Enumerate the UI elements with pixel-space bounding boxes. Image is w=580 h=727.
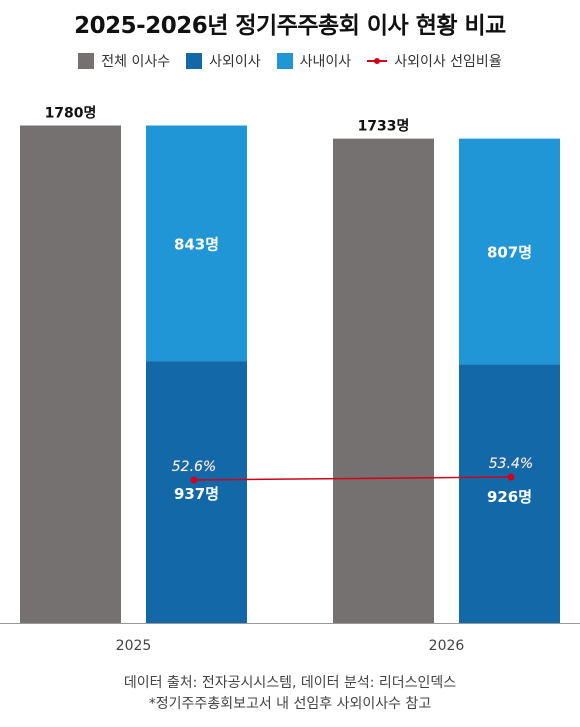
inside-directors-bar <box>459 138 560 365</box>
ratio-value-label: 53.4% <box>489 456 533 472</box>
legend-item: 사외이사 선임비율 <box>367 51 502 71</box>
legend-swatch <box>186 53 203 69</box>
outside-value-label: 937명 <box>174 485 219 503</box>
legend: 전체 이사수 사외이사 사내이사 사외이사 선임비율 <box>0 50 580 72</box>
legend-item: 사외이사 <box>186 51 261 71</box>
x-tick-label: 2026 <box>429 638 465 654</box>
inside-value-label: 807명 <box>487 243 532 261</box>
legend-swatch <box>367 56 388 66</box>
outside-value-label: 926명 <box>487 488 532 506</box>
legend-swatch <box>78 53 95 69</box>
total-value-label: 1733명 <box>358 118 410 135</box>
inside-value-label: 843명 <box>174 235 219 253</box>
legend-label: 사외이사 선임비율 <box>394 54 502 70</box>
total-directors-bar <box>20 125 121 624</box>
footnote: *정기주주총회보고서 내 선임후 사외이사수 참고 <box>148 696 432 712</box>
legend-item: 사내이사 <box>276 51 352 71</box>
inside-directors-bar <box>146 125 247 362</box>
legend-swatch <box>276 53 293 69</box>
legend-label: 전체 이사수 <box>101 54 171 70</box>
ratio-value-label: 52.6% <box>172 459 216 475</box>
ratio-point <box>507 473 515 481</box>
chart: 1780명 843명 937명 2025 1733명 807명 926명 2026 52.6% 5… <box>0 104 580 654</box>
ratio-line <box>193 476 512 481</box>
x-tick-label: 2025 <box>116 638 152 654</box>
total-directors-bar <box>333 138 434 623</box>
legend-item: 전체 이사수 <box>78 51 170 71</box>
legend-label: 사외이사 <box>209 54 261 70</box>
source-note: 데이터 출처: 전자공시시스템, 데이터 분석: 리더스인덱스 <box>123 675 457 691</box>
outside-directors-bar <box>146 361 247 623</box>
chart-title: 2025-2026년 정기주주총회 이사 현황 비교 <box>74 13 506 39</box>
outside-directors-bar <box>459 364 560 623</box>
legend-label: 사내이사 <box>299 54 352 70</box>
ratio-point <box>190 476 198 484</box>
total-value-label: 1780명 <box>45 104 97 121</box>
footer: 데이터 출처: 전자공시시스템, 데이터 분석: 리더스인덱스 *정기주주총회보… <box>0 673 580 715</box>
